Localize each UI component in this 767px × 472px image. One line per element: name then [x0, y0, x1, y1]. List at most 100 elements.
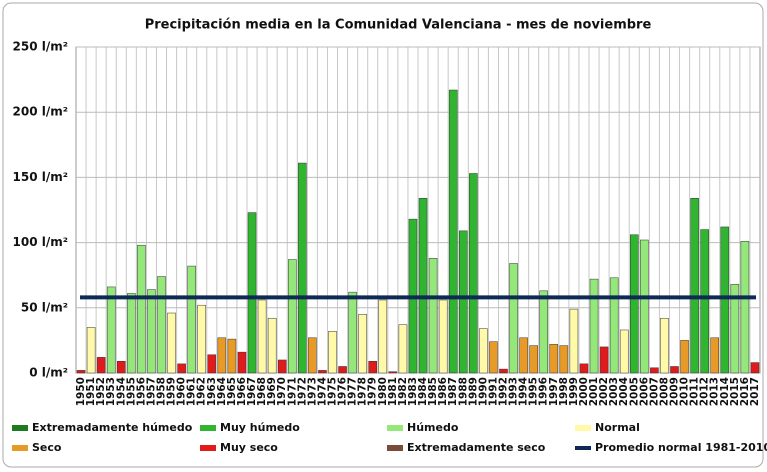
bar — [227, 338, 237, 374]
bar — [338, 366, 347, 374]
bar — [539, 290, 549, 374]
legend-label: Extremadamente seco — [407, 441, 546, 454]
bar — [157, 276, 166, 374]
bar — [489, 341, 498, 374]
x-tick-label: 1993 — [508, 377, 520, 406]
legend-swatch — [200, 445, 216, 451]
bar — [448, 89, 458, 374]
bar — [96, 357, 106, 374]
legend-label: Extremadamente húmedo — [32, 421, 193, 434]
legend-label: Muy seco — [220, 441, 278, 454]
bar — [670, 366, 679, 374]
legend-swatch — [387, 425, 403, 431]
bar — [207, 354, 217, 374]
x-tick-label: 1996 — [538, 377, 550, 406]
legend-label: Muy húmedo — [220, 421, 300, 434]
x-tick-label: 2005 — [628, 377, 640, 406]
y-tick-label: 150 l/m² — [13, 170, 68, 184]
bar — [609, 277, 619, 374]
bar — [328, 331, 337, 374]
x-tick-label: 1992 — [498, 377, 510, 406]
legend-swatch — [387, 445, 403, 451]
bar — [167, 312, 176, 374]
x-tick-label: 1991 — [487, 377, 499, 406]
bar — [378, 299, 388, 374]
x-tick-label: 1978 — [357, 377, 369, 406]
x-tick-label: 1967 — [246, 377, 258, 406]
x-tick-label: 1997 — [548, 377, 560, 406]
x-tick-label: 1964 — [216, 377, 228, 406]
x-tick-label: 1971 — [286, 377, 298, 406]
x-tick-label: 1988 — [457, 377, 469, 406]
bar — [499, 368, 508, 374]
x-tick-label: 2007 — [648, 377, 660, 406]
bar — [76, 370, 86, 374]
x-tick-label: 1994 — [518, 377, 530, 406]
x-tick-label: 2016 — [739, 377, 751, 406]
bar — [579, 363, 589, 374]
x-tick-label: 2014 — [719, 377, 731, 406]
bar — [690, 198, 699, 374]
x-tick-label: 1987 — [447, 377, 459, 406]
y-tick-label: 200 l/m² — [13, 105, 68, 119]
x-tick-label: 1999 — [568, 377, 580, 406]
bar — [217, 337, 227, 374]
x-tick-label: 2006 — [638, 377, 650, 406]
bar — [287, 259, 297, 374]
bar — [559, 345, 569, 374]
x-tick-label: 2001 — [588, 377, 600, 406]
x-tick-label: 2003 — [608, 377, 620, 406]
x-tick-label: 1951 — [85, 377, 97, 406]
bar — [569, 308, 579, 374]
bar — [127, 293, 136, 374]
x-tick-label: 1962 — [196, 377, 208, 406]
x-tick-label: 1969 — [266, 377, 278, 406]
x-tick-label: 2009 — [669, 377, 681, 406]
x-tick-label: 1960 — [176, 377, 188, 406]
bar — [137, 244, 146, 374]
x-tick-label: 1963 — [206, 377, 218, 406]
bar — [116, 361, 126, 374]
x-tick-label: 1959 — [166, 377, 178, 406]
legend-swatch — [575, 446, 591, 450]
bar — [509, 263, 518, 374]
x-tick-label: 1976 — [337, 377, 349, 406]
bar — [700, 229, 709, 374]
bar — [479, 328, 488, 374]
bar — [650, 367, 659, 374]
x-tick-label: 1981 — [387, 377, 399, 406]
bar — [187, 265, 196, 374]
bar — [177, 363, 186, 374]
bar — [619, 329, 629, 374]
x-tick-label: 1972 — [296, 377, 308, 406]
chart-title: Precipitación media en la Comunidad Vale… — [145, 18, 652, 33]
bar — [298, 162, 307, 374]
bar — [599, 346, 609, 374]
x-tick-label: 1955 — [125, 377, 137, 406]
x-tick-label: 2008 — [658, 377, 670, 406]
legend-label: Seco — [32, 441, 62, 454]
x-tick-label: 2012 — [699, 377, 711, 406]
x-tick-label: 1983 — [407, 377, 419, 406]
x-tick-label: 2011 — [689, 377, 701, 406]
y-tick-label: 50 l/m² — [21, 300, 68, 314]
x-tick-label: 1985 — [427, 377, 439, 406]
bar — [720, 226, 730, 374]
x-tick-label: 1979 — [367, 377, 379, 406]
x-tick-label: 1998 — [558, 377, 570, 406]
x-tick-label: 1968 — [256, 377, 268, 406]
legend-swatch — [12, 445, 28, 451]
bar — [469, 173, 478, 374]
bar — [106, 286, 116, 374]
legend-swatch — [200, 425, 216, 431]
bar — [418, 198, 428, 374]
x-tick-label: 2010 — [679, 377, 691, 406]
x-tick-label: 1965 — [226, 377, 238, 406]
bar — [589, 278, 599, 374]
x-tick-label: 2015 — [729, 377, 741, 406]
bar — [549, 344, 559, 374]
bar — [428, 257, 438, 374]
bar — [629, 234, 639, 374]
bar — [710, 337, 720, 374]
